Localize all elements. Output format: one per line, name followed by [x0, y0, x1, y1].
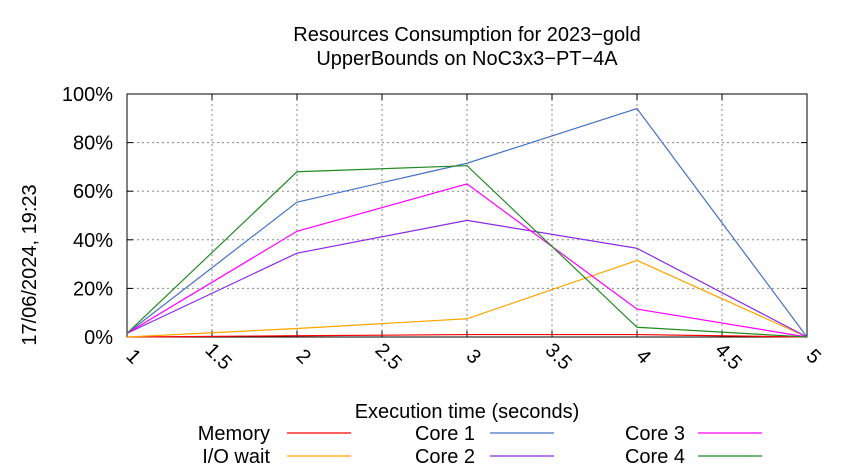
legend-label-core-4: Core 4: [625, 446, 685, 468]
axis-layer: 1 1.5 2 2.5 3 3.5 4 4.5 5 0% 20% 40% 60% 80% 100%: [62, 84, 825, 374]
x-tick-label: 4.5: [711, 339, 746, 374]
chart-title-line-2: UpperBounds on NoC3x3−PT−4A: [316, 48, 618, 70]
x-tick-label: 5: [802, 345, 825, 368]
x-tick-label: 4: [632, 345, 655, 368]
legend-label-core-1: Core 1: [415, 423, 475, 445]
legend-label-memory: Memory: [198, 423, 270, 445]
plot-frame: [126, 93, 808, 338]
legend-label-core-3: Core 3: [625, 423, 685, 445]
x-tick-label: 1: [122, 345, 145, 368]
x-tick-label: 2: [292, 345, 315, 368]
grid-layer: [127, 94, 807, 337]
series-line-memory: [126, 333, 808, 338]
series-line-core-2: [126, 219, 808, 338]
x-tick-label: 3.5: [541, 339, 576, 374]
legend-label-i-o-wait: I/O wait: [202, 446, 270, 468]
chart-title-line-1: Resources Consumption for 2023−gold: [293, 24, 640, 46]
legend-label-core-2: Core 2: [415, 446, 475, 468]
y-tick-label: 40%: [73, 230, 113, 252]
series-line-core-3: [126, 183, 808, 338]
y-tick-label: 100%: [62, 84, 113, 106]
series-line-i-o-wait: [126, 259, 808, 338]
x-tick-label: 3: [462, 345, 485, 368]
x-tick-label: 2.5: [371, 339, 406, 374]
series-layer: [126, 107, 808, 338]
y-tick-label: 0%: [84, 327, 113, 349]
series-line-core-1: [126, 107, 808, 338]
y-tick-label: 60%: [73, 181, 113, 203]
side-timestamp-label: 17/06/2024, 19:23: [19, 184, 41, 345]
x-tick-label: 1.5: [201, 339, 236, 374]
y-tick-label: 80%: [73, 133, 113, 155]
x-axis-label: Execution time (seconds): [355, 401, 580, 423]
series-line-core-4: [126, 165, 808, 338]
y-tick-label: 20%: [73, 278, 113, 300]
